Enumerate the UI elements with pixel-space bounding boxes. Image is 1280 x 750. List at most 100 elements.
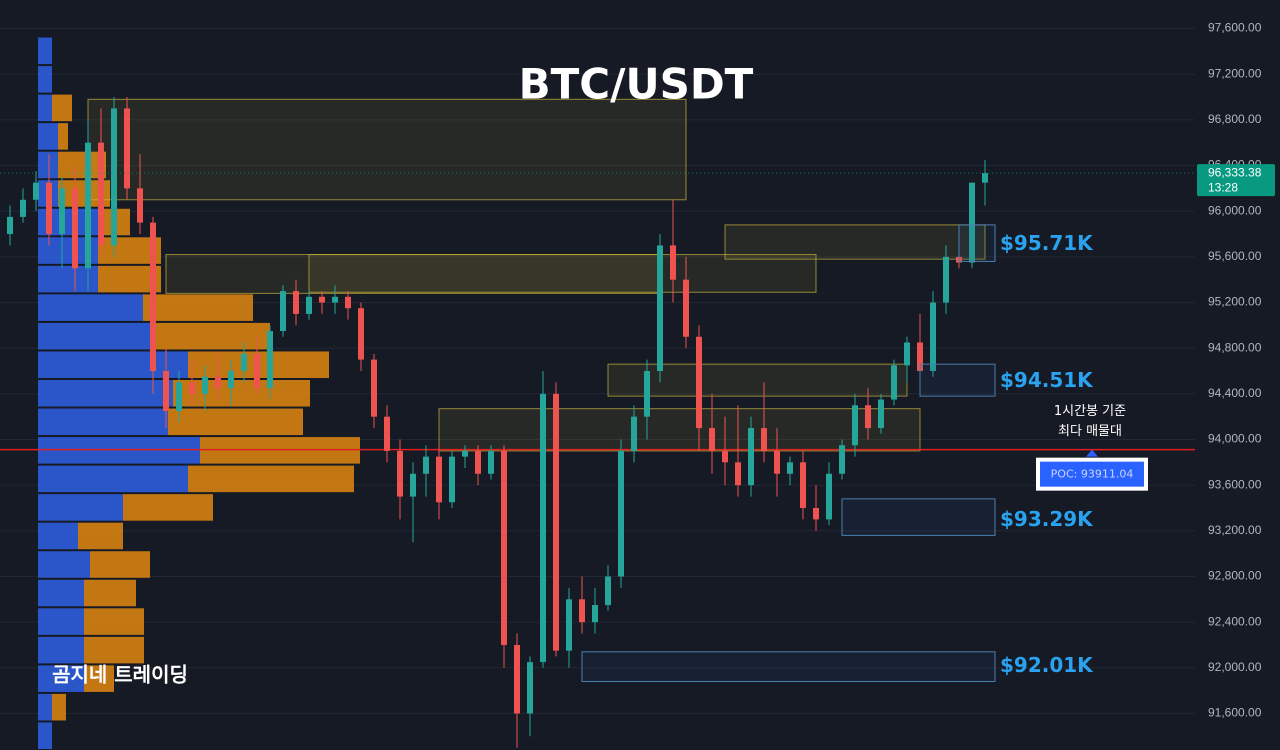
candle-body	[72, 188, 78, 269]
candle-body	[800, 462, 806, 508]
candle-body	[982, 173, 988, 183]
watermark: 곰지네 트레이딩	[52, 663, 188, 687]
poc-pointer	[1086, 449, 1098, 457]
level-label: $93.29K	[1000, 507, 1094, 531]
candle-body	[423, 456, 429, 474]
candle-body	[410, 473, 416, 497]
candle-body	[475, 450, 481, 474]
profile-sell-bar	[173, 379, 310, 407]
candle-body	[852, 405, 858, 446]
candle-body	[657, 245, 663, 372]
candle-body	[826, 473, 832, 520]
level-box	[919, 363, 996, 397]
profile-sell-bar	[155, 322, 270, 350]
candle-body	[7, 216, 13, 235]
profile-buy-bar	[38, 608, 84, 635]
candle-body	[371, 359, 377, 417]
profile-buy-bar	[38, 37, 52, 65]
candle-body	[20, 199, 26, 217]
candle-body	[839, 445, 845, 474]
candle-body	[215, 376, 221, 389]
profile-buy-bar	[38, 151, 58, 179]
candle-body	[774, 450, 780, 474]
candle-body	[293, 291, 299, 314]
candle-body	[683, 279, 689, 337]
candle-body	[462, 450, 468, 457]
candle-body	[514, 644, 520, 714]
candle-body	[319, 296, 325, 303]
poc-box	[1040, 461, 1144, 487]
profile-sell-bar	[123, 494, 213, 521]
candle-body	[137, 188, 143, 223]
candle-body	[306, 296, 312, 314]
profile-sell-bar	[58, 123, 68, 150]
candle-body	[618, 450, 624, 577]
candle-body	[930, 302, 936, 372]
level-label: $92.01K	[1000, 653, 1094, 677]
y-tick-label: 93,600.00	[1208, 477, 1262, 491]
supply-zone	[308, 254, 817, 293]
candle-body	[878, 399, 884, 429]
profile-buy-bar	[38, 579, 84, 607]
volume-profile	[38, 37, 360, 749]
candle-body	[735, 462, 741, 486]
candle-body	[59, 188, 65, 235]
profile-sell-bar	[84, 636, 144, 664]
candle-body	[553, 393, 559, 651]
candle-body	[696, 336, 702, 429]
candle-body	[917, 342, 923, 372]
level-label: $95.71K	[1000, 231, 1094, 255]
candle-body	[631, 416, 637, 451]
candle-body	[150, 222, 156, 372]
candle-body	[904, 342, 910, 366]
profile-buy-bar	[38, 123, 58, 150]
candle-body	[761, 428, 767, 451]
candle-body	[566, 599, 572, 651]
profile-sell-bar	[168, 408, 303, 436]
candle-body	[969, 182, 975, 263]
candle-body	[436, 456, 442, 503]
chart-title: BTC/USDT	[519, 60, 754, 109]
level-box	[958, 224, 996, 262]
poc-note: 최다 매물대	[1058, 424, 1122, 439]
profile-buy-bar	[38, 522, 78, 550]
profile-buy-bar	[38, 636, 84, 664]
profile-buy-bar	[38, 408, 168, 436]
candle-body	[202, 376, 208, 394]
y-tick-label: 97,200.00	[1208, 66, 1262, 80]
y-tick-label: 95,600.00	[1208, 249, 1262, 263]
profile-buy-bar	[38, 66, 52, 93]
candle-body	[189, 382, 195, 394]
poc-note: 1시간봉 기준	[1054, 404, 1126, 419]
axis-background	[1195, 0, 1280, 750]
candle-body	[722, 450, 728, 463]
candle-body	[787, 462, 793, 474]
candle-body	[280, 291, 286, 332]
y-tick-label: 95,200.00	[1208, 295, 1262, 309]
y-tick-label: 94,800.00	[1208, 340, 1262, 354]
candle-body	[384, 416, 390, 451]
profile-sell-bar	[84, 608, 144, 635]
candle-body	[85, 142, 91, 269]
profile-sell-bar	[52, 94, 72, 122]
last-price-time: 13:28	[1208, 180, 1238, 194]
candle-body	[865, 405, 871, 429]
y-tick-label: 94,000.00	[1208, 432, 1262, 446]
profile-buy-bar	[38, 722, 52, 749]
profile-buy-bar	[38, 665, 84, 692]
candle-body	[488, 450, 494, 474]
candle-body	[228, 371, 234, 389]
candle-body	[527, 662, 533, 714]
candle-body	[345, 296, 351, 309]
candle-body	[449, 456, 455, 503]
candle-body	[33, 182, 39, 200]
candle-body	[254, 353, 260, 389]
candle-body	[579, 599, 585, 623]
candle-body	[397, 450, 403, 497]
level-box	[841, 498, 996, 536]
candle-body	[670, 245, 676, 280]
candle-body	[46, 182, 52, 235]
profile-buy-bar	[38, 693, 52, 721]
